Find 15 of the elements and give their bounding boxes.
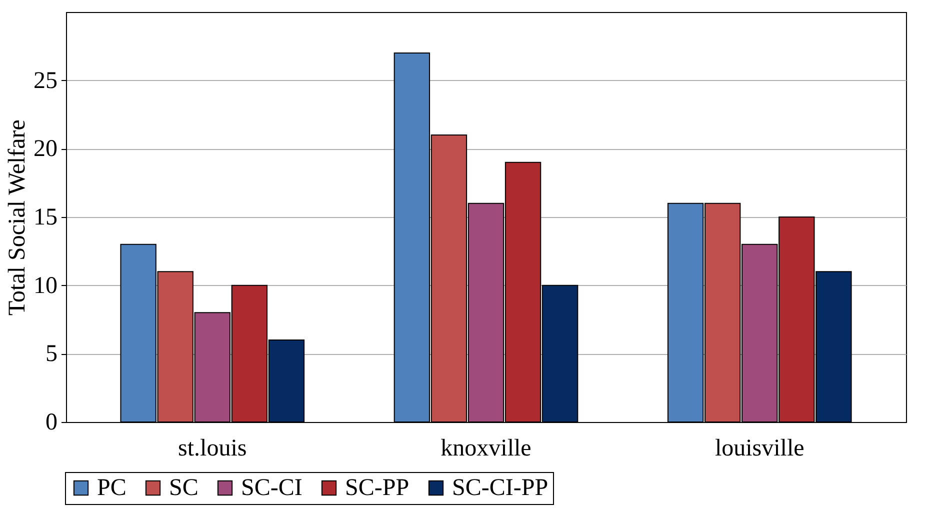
- legend-label: SC-CI-PP: [452, 475, 548, 501]
- y-tick-label: 25: [34, 68, 58, 94]
- y-tick-label: 0: [46, 410, 58, 436]
- legend-label: SC-CI: [241, 475, 302, 501]
- y-tick-label: 10: [34, 272, 58, 299]
- x-tick-label: st.louis: [178, 436, 247, 462]
- legend-label: SC-PP: [345, 475, 410, 501]
- y-tick-label: 15: [34, 204, 58, 230]
- legend-label: SC: [169, 475, 198, 501]
- y-tick-label: 5: [46, 341, 58, 368]
- x-tick-label: knoxville: [440, 436, 532, 462]
- y-axis-title: Total Social Welfare: [4, 120, 30, 316]
- x-tick-label: louisville: [714, 436, 804, 462]
- legend-label: PC: [97, 475, 126, 501]
- y-tick-label: 20: [34, 136, 58, 162]
